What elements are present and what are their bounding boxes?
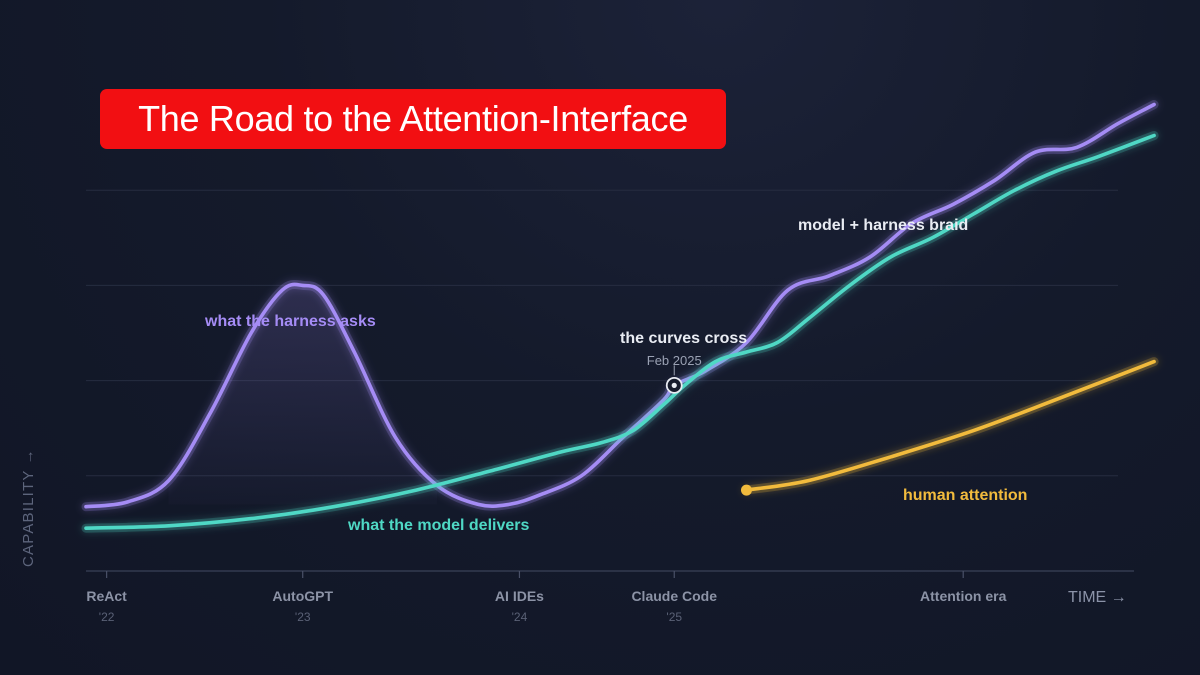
series-line-attention	[744, 359, 1156, 492]
x-tick-sublabel: '23	[294, 610, 311, 624]
x-tick-sublabel: '22	[98, 610, 115, 624]
cross-date-annotation: Feb 2025	[646, 353, 702, 368]
chart-markers	[665, 365, 752, 496]
attention-series-label: human attention	[903, 487, 1028, 504]
x-tick-label: ReAct	[86, 588, 127, 604]
x-tick-sublabel: '25	[666, 610, 683, 624]
cross-marker-dot	[671, 382, 677, 388]
chart-title: The Road to the Attention-Interface	[100, 89, 726, 149]
area-fills	[168, 284, 437, 505]
x-tick-label: AI IDEs	[494, 588, 544, 604]
y-axis-label: CAPABILITY →	[20, 448, 37, 567]
x-tick-label: AutoGPT	[272, 588, 334, 604]
attention-start-dot	[740, 484, 752, 496]
axes	[86, 570, 1134, 578]
braid-annotation: model + harness braid	[798, 217, 969, 234]
x-tick-label: Attention era	[920, 588, 1007, 604]
harness-series-label: what the harness asks	[205, 313, 376, 330]
model-series-label: what the model delivers	[348, 517, 530, 534]
harness-bump-fill	[168, 284, 437, 505]
x-tick-label: Claude Code	[631, 588, 718, 604]
series-line-harness	[84, 102, 1156, 509]
series-lines	[81, 100, 1159, 533]
x-axis-label: TIME →	[1068, 589, 1127, 606]
cross-annotation: the curves cross	[620, 330, 748, 347]
series-line-model	[84, 133, 1156, 530]
x-tick-sublabel: '24	[511, 610, 528, 624]
